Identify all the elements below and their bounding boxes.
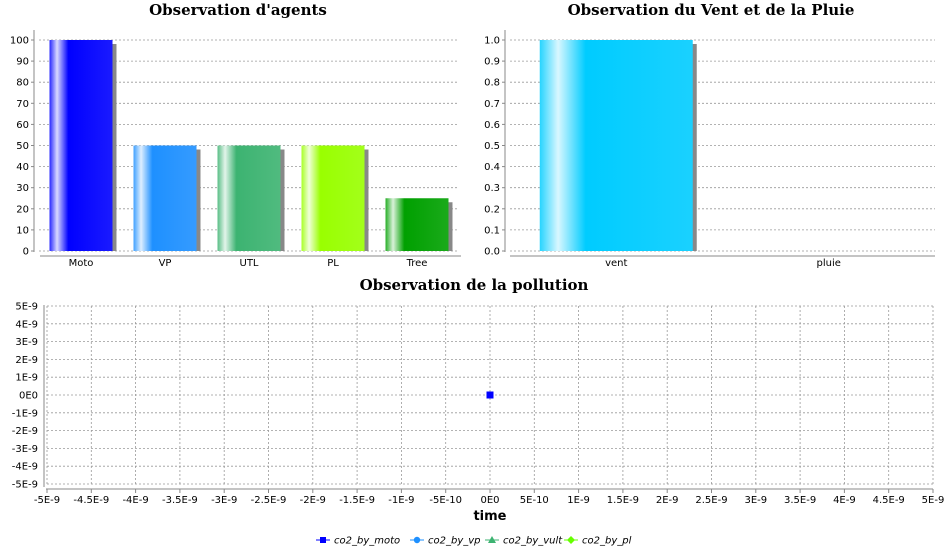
y-tick-label: 90 [16, 57, 29, 68]
y-tick-label: 2E-9 [15, 355, 38, 366]
y-tick-label: 3E-9 [15, 337, 38, 348]
bar-utl [217, 145, 285, 251]
y-tick-label: 50 [16, 141, 29, 152]
legend-label: co2_by_vult [503, 536, 563, 547]
y-tick-label: 0.1 [484, 225, 500, 236]
legend-marker-icon [413, 536, 421, 544]
legend-marker-icon [567, 536, 575, 544]
x-tick-label-vp: VP [159, 258, 172, 269]
x-tick-label: -1E-9 [388, 495, 414, 506]
y-tick-label: -3E-9 [12, 444, 38, 455]
pollution-chart-title: Observation de la pollution [360, 276, 589, 294]
y-tick-label: 30 [16, 183, 29, 194]
y-tick-label: 0.7 [484, 99, 500, 110]
legend-label: co2_by_vp [428, 536, 481, 547]
wind-rain-chart: Observation du Vent et de la Pluie 0.0 0.… [484, 1, 935, 269]
x-tick-label: -1.5E-9 [339, 495, 375, 506]
bar-pl [301, 145, 369, 251]
x-tick-label-vent: vent [605, 258, 627, 269]
y-tick-label: 0.3 [484, 183, 500, 194]
x-tick-label: 0E0 [480, 495, 499, 506]
x-tick-label: -5E-9 [34, 495, 60, 506]
x-tick-label-pl: PL [327, 258, 339, 269]
y-tick-label: 40 [16, 162, 29, 173]
x-tick-label-moto: Moto [69, 258, 94, 269]
x-tick-label: -4.5E-9 [73, 495, 109, 506]
y-tick-label: 0.4 [484, 162, 500, 173]
legend-item-co2_by_vp: co2_by_vp [410, 536, 481, 547]
bar-vp [133, 145, 201, 251]
wind-rain-chart-title: Observation du Vent et de la Pluie [568, 1, 855, 19]
y-tick-label: -5E-9 [12, 480, 38, 491]
y-tick-label: 0.8 [484, 78, 500, 89]
y-tick-label: 60 [16, 120, 29, 131]
x-tick-label-utl: UTL [240, 258, 259, 269]
y-tick-label: -4E-9 [12, 462, 38, 473]
pollution-chart: Observation de la pollution -5E-9 -4E-9 -3… [12, 276, 945, 547]
bar-tree [385, 198, 453, 251]
y-tick-label: 0.0 [484, 247, 500, 258]
y-tick-label: 0.6 [484, 120, 500, 131]
y-tick-label: 1.0 [484, 36, 500, 47]
y-tick-label: 100 [10, 36, 29, 47]
x-tick-label: 1.5E-9 [607, 495, 639, 506]
x-tick-label: 4E-9 [833, 495, 856, 506]
pollution-x-axis-label: time [473, 509, 506, 524]
x-tick-label: 5E-10 [520, 495, 549, 506]
pollution-legend: co2_by_moto co2_by_vp co2_by_vult co2_by_pl [316, 536, 632, 547]
x-tick-label: 5E-9 [922, 495, 945, 506]
y-tick-label: 20 [16, 204, 29, 215]
y-tick-label: 1E-9 [15, 373, 38, 384]
legend-marker-icon [488, 536, 496, 543]
y-tick-label: -1E-9 [12, 408, 38, 419]
y-tick-label: 0.5 [484, 141, 500, 152]
x-tick-label: -4E-9 [122, 495, 148, 506]
x-tick-label: -3.5E-9 [162, 495, 198, 506]
y-tick-label: 5E-9 [15, 302, 38, 313]
y-tick-label: 0 [23, 247, 29, 258]
legend-item-co2_by_vult: co2_by_vult [485, 536, 563, 547]
legend-label: co2_by_moto [334, 536, 400, 547]
y-tick-label: 70 [16, 99, 29, 110]
y-tick-label: 0.2 [484, 204, 500, 215]
y-tick-label: 0.9 [484, 57, 500, 68]
data-point-co2_by_moto [486, 391, 494, 399]
x-tick-label: 4.5E-9 [873, 495, 905, 506]
agents-chart-title: Observation d'agents [149, 1, 327, 19]
x-tick-label: -2E-9 [300, 495, 326, 506]
legend-marker-icon [320, 537, 326, 543]
y-tick-label: 0E0 [19, 391, 38, 402]
bar-vent [539, 40, 697, 251]
agents-chart: Observation d'agents 0 10 20 30 40 50 60 70 80 90… [10, 1, 461, 269]
x-tick-label: 3E-9 [744, 495, 767, 506]
y-tick-label: -2E-9 [12, 426, 38, 437]
x-tick-label: 1E-9 [567, 495, 590, 506]
x-tick-label-pluie: pluie [817, 258, 841, 269]
legend-label: co2_by_pl [582, 536, 632, 547]
y-tick-label: 10 [16, 225, 29, 236]
legend-item-co2_by_moto: co2_by_moto [316, 536, 400, 547]
y-tick-label: 4E-9 [15, 319, 38, 330]
bar-moto [49, 40, 117, 251]
x-tick-label: -2.5E-9 [251, 495, 287, 506]
x-tick-label: 3.5E-9 [784, 495, 816, 506]
x-tick-label: -5E-10 [429, 495, 462, 506]
x-tick-label: 2.5E-9 [695, 495, 727, 506]
x-tick-label-tree: Tree [406, 258, 428, 269]
legend-item-co2_by_pl: co2_by_pl [564, 536, 632, 547]
x-tick-label: -3E-9 [211, 495, 237, 506]
y-tick-label: 80 [16, 78, 29, 89]
x-tick-label: 2E-9 [656, 495, 679, 506]
